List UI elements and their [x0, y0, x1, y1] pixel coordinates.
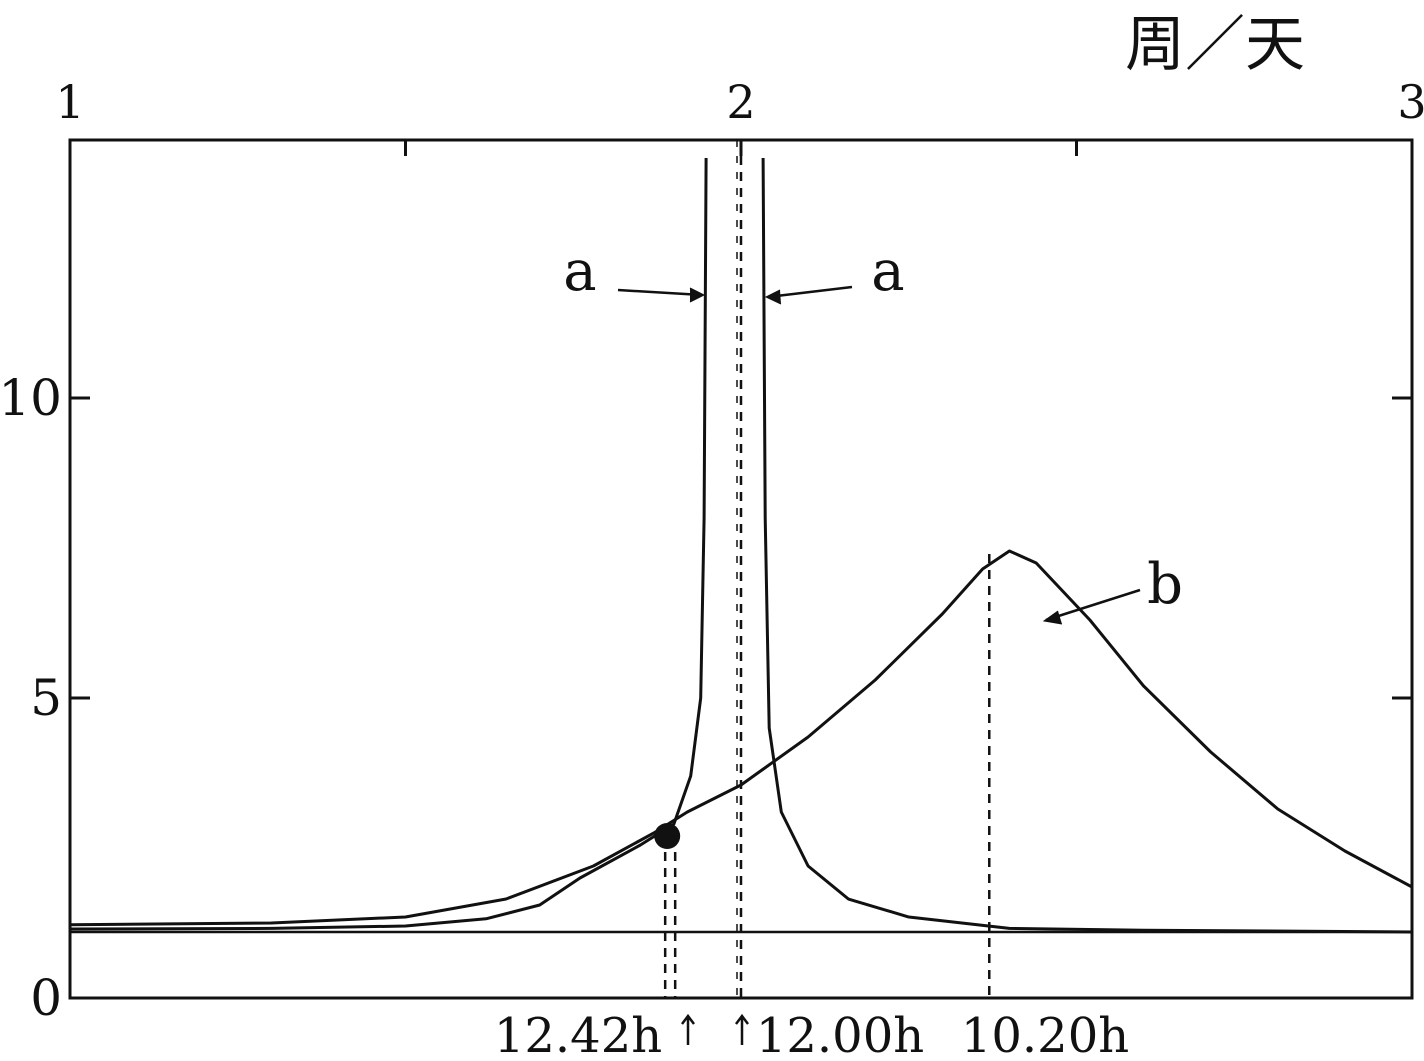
- y-tick-label-5: 5: [30, 669, 62, 727]
- intersection-point: [654, 823, 681, 849]
- arrow-12.00h: [735, 1013, 749, 1045]
- annotation-arrowhead-b: [1042, 610, 1063, 625]
- ref-label-12.00h: 12.00h: [756, 1008, 924, 1061]
- top-axis-unit-label: 周／天: [1125, 10, 1305, 80]
- curves: [69, 157, 1413, 934]
- labels: 1 2 3 周／天 0 5 10 12.42h 12.00h 10.20h a a b: [0, 10, 1424, 1061]
- annotation-arrow-a-left: [617, 288, 703, 297]
- annotation-arrowhead-a-left: [689, 287, 706, 303]
- series-a-branch-1: [69, 157, 708, 931]
- annotation-arrowhead-a-right: [764, 289, 782, 305]
- annotation-arrow-a-right: [767, 285, 853, 299]
- top-tick-label-3: 3: [1397, 75, 1424, 129]
- series-a-branch-2: [761, 157, 1413, 934]
- y-tick-label-0: 0: [30, 969, 62, 1027]
- y-tick-label-10: 10: [0, 369, 62, 427]
- annotation-a-right: a: [871, 239, 904, 304]
- arrow-12.42h: [681, 1013, 695, 1045]
- top-tick-label-2: 2: [726, 75, 755, 129]
- ref-label-10.20h: 10.20h: [961, 1008, 1129, 1061]
- annotation-a-left: a: [563, 239, 596, 304]
- ref-label-12.42h: 12.42h: [494, 1008, 662, 1061]
- axis-ticks: [70, 140, 1412, 1000]
- annotation-arrow-b: [1045, 588, 1141, 622]
- annotation-b: b: [1147, 552, 1183, 617]
- reference-lines: [663, 140, 991, 998]
- top-tick-label-1: 1: [55, 75, 84, 129]
- series-b-line: [69, 549, 1413, 927]
